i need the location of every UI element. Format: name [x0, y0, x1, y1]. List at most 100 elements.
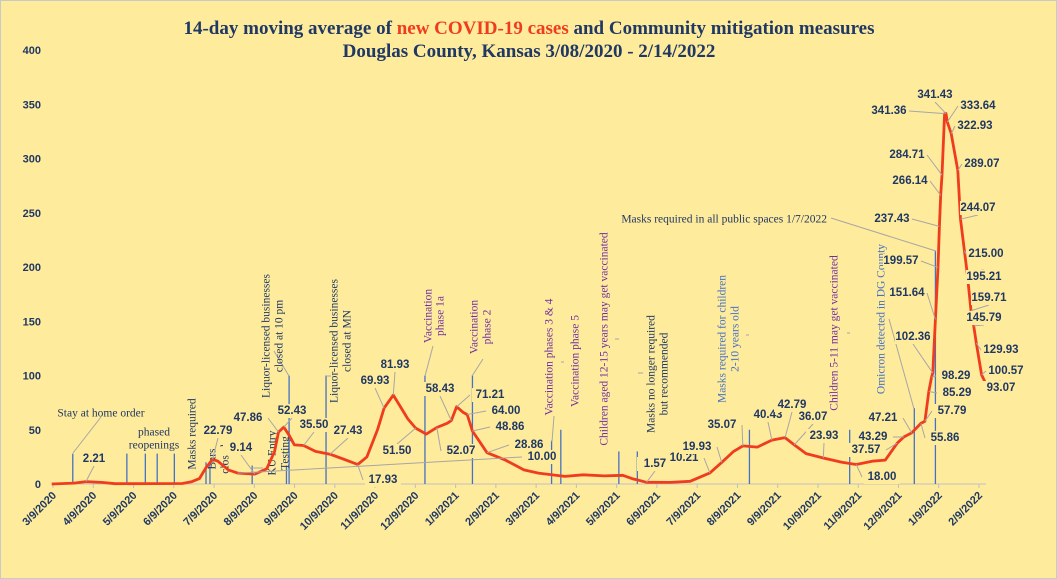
- data-label-leader: [934, 101, 947, 114]
- event-annotation: Liquor-licensed businesses closed at 10 p…: [261, 273, 290, 484]
- data-label-background: [365, 473, 401, 487]
- x-tick-label: 2/9/2022: [946, 490, 985, 529]
- data-label: 159.71: [971, 292, 1007, 304]
- event-label: but recommended: [659, 332, 671, 415]
- event-leader-line: [72, 416, 102, 454]
- data-label: 18.00: [868, 471, 897, 483]
- data-label-leader: [212, 437, 219, 460]
- event-leader-line: [830, 217, 937, 252]
- data-label-leader: [374, 387, 385, 409]
- data-label-leader: [911, 218, 940, 227]
- x-tick-label: 11/9/2020: [339, 490, 382, 533]
- data-label-background: [443, 444, 479, 458]
- data-label-background: [966, 270, 1002, 284]
- y-tick-label: 300: [23, 154, 41, 166]
- x-tick-label: 7/9/2020: [181, 490, 220, 529]
- event-label: closed at 10 pm: [274, 300, 286, 373]
- data-label: 98.29: [942, 370, 971, 382]
- data-label-background: [357, 374, 393, 388]
- data-label: 52.07: [447, 445, 476, 457]
- data-label-leader: [931, 375, 937, 378]
- data-label-leader: [973, 324, 985, 327]
- data-label: 322.93: [957, 120, 992, 132]
- data-label-leader: [486, 444, 510, 454]
- data-label: 35.07: [708, 419, 737, 431]
- data-label: 244.07: [960, 202, 995, 214]
- event-label: Vaccination: [469, 300, 481, 355]
- data-label: 199.57: [883, 255, 918, 267]
- event-label: Masks required: [187, 398, 199, 469]
- data-label: 93.07: [987, 382, 1016, 394]
- data-label-leader: [741, 424, 744, 446]
- event-annotation: Children aged 12-15 years may get vaccin…: [599, 232, 620, 484]
- data-label: 64.00: [492, 405, 521, 417]
- event-label: Liquor-licensed businesses: [261, 273, 273, 398]
- event-annotation: Masks required for children 2-10 years ol…: [717, 275, 751, 484]
- data-label: 35.50: [300, 419, 329, 431]
- event-leader-line: [273, 350, 290, 377]
- event-label: Vaccination phases 3 & 4: [544, 298, 556, 415]
- data-label: 17.93: [369, 474, 398, 486]
- event-leader-line: [888, 318, 915, 410]
- data-label: 55.86: [931, 432, 960, 444]
- data-label-leader: [329, 437, 349, 455]
- event-annotation: Masks required in all public spaces 1/7/…: [621, 214, 937, 484]
- data-label-background: [488, 404, 524, 418]
- x-tick-label: 8/9/2021: [705, 490, 744, 529]
- data-label-leader: [392, 371, 396, 396]
- data-label: 341.36: [871, 105, 906, 117]
- data-label: 47.86: [234, 412, 263, 424]
- data-label: 284.71: [889, 149, 925, 161]
- data-label: 9.14: [230, 442, 253, 454]
- data-label-leader: [439, 395, 452, 421]
- data-label: 43.29: [859, 431, 888, 443]
- data-label: 37.57: [852, 444, 881, 456]
- data-label-leader: [855, 464, 863, 478]
- data-label-background: [927, 431, 963, 445]
- event-label: Masks no longer required: [646, 315, 658, 433]
- event-leader-line: [424, 345, 434, 377]
- data-label-leader: [793, 423, 814, 446]
- data-label: 333.64: [960, 100, 996, 112]
- data-label-background: [774, 398, 810, 412]
- data-label-background: [864, 470, 900, 484]
- x-tick-label: 10/9/2020: [298, 490, 341, 533]
- event-label: Omicron detected in DG County: [876, 244, 888, 394]
- data-label-leader: [912, 343, 934, 374]
- x-tick-label: 4/9/2020: [61, 490, 100, 529]
- data-label-leader: [396, 427, 417, 445]
- event-annotation: Vaccination phase 2: [469, 300, 494, 484]
- data-label-background: [939, 386, 975, 400]
- data-label-leader: [646, 470, 656, 483]
- event-label: phase 1a: [435, 296, 447, 336]
- y-tick-label: 100: [23, 371, 41, 383]
- x-tick-label: 7/9/2021: [665, 490, 704, 529]
- data-label-leader: [950, 125, 956, 134]
- x-tick-label: 1/9/2021: [423, 490, 462, 529]
- data-label: 22.79: [204, 425, 233, 437]
- data-label-background: [422, 382, 458, 396]
- x-tick-label: 6/9/2021: [624, 490, 663, 529]
- data-label-background: [960, 99, 996, 113]
- data-label-background: [889, 148, 925, 162]
- data-label-leader: [928, 390, 938, 394]
- data-label-leader: [237, 456, 523, 474]
- data-label-background: [666, 451, 702, 465]
- data-label-background: [917, 88, 953, 102]
- data-label: 129.93: [983, 344, 1018, 356]
- data-label: 266.14: [892, 175, 928, 187]
- data-label: 42.79: [778, 399, 807, 411]
- data-label: 58.43: [426, 383, 455, 395]
- data-label: 10.00: [528, 451, 557, 463]
- data-label-background: [968, 247, 1004, 261]
- x-tick-label: 8/9/2020: [222, 490, 261, 529]
- data-label-leader: [472, 426, 491, 432]
- data-label-background: [966, 311, 1002, 325]
- data-label-leader: [924, 410, 933, 422]
- event-label: Masks required for children: [717, 275, 729, 403]
- data-label-background: [895, 330, 931, 344]
- data-label-background: [960, 201, 996, 215]
- data-label-leader: [436, 427, 442, 452]
- event-annotation: Vaccination phase 5: [560, 315, 582, 484]
